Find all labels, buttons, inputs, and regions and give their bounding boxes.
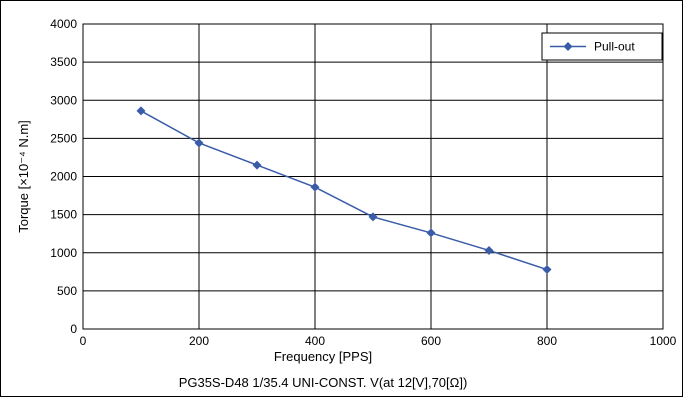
x-tick-label: 400 (305, 334, 325, 348)
y-tick-label: 1500 (50, 208, 77, 222)
data-point (368, 212, 378, 222)
y-axis-ticks: 0 500 1000 1500 2000 2500 3000 3500 4000 (50, 17, 77, 336)
data-point (252, 160, 262, 170)
x-tick-label: 600 (421, 334, 441, 348)
data-point (136, 106, 146, 116)
x-axis-title: Frequency [PPS] (274, 349, 372, 364)
y-tick-label: 3500 (50, 55, 77, 69)
plot-area (82, 23, 664, 330)
legend-label: Pull-out (594, 40, 635, 54)
y-axis-title: Torque [×10⁻⁴ N.m] (16, 120, 31, 233)
legend: Pull-out (541, 32, 663, 61)
y-tick-label: 3000 (50, 93, 77, 107)
x-axis-ticks: 0 200 400 600 800 1000 (80, 334, 677, 348)
data-point (484, 245, 494, 255)
y-tick-label: 2500 (50, 131, 77, 145)
x-tick-label: 0 (80, 334, 87, 348)
x-tick-label: 200 (189, 334, 209, 348)
y-tick-label: 500 (57, 284, 77, 298)
y-tick-label: 1000 (50, 246, 77, 260)
data-point (310, 182, 320, 192)
x-tick-label: 800 (537, 334, 557, 348)
data-point (194, 138, 204, 148)
series-layer (136, 106, 552, 275)
legend-marker-diamond-icon (563, 42, 573, 51)
y-tick-label: 0 (70, 322, 77, 336)
y-tick-label: 4000 (50, 17, 77, 31)
chart-caption: PG35S-D48 1/35.4 UNI-CONST. V(at 12[V],7… (179, 375, 468, 390)
x-tick-label: 1000 (650, 334, 677, 348)
grid (82, 23, 664, 330)
series-line-pull-out (140, 110, 548, 271)
y-tick-label: 2000 (50, 170, 77, 184)
data-point (542, 265, 552, 275)
data-point (426, 228, 436, 238)
